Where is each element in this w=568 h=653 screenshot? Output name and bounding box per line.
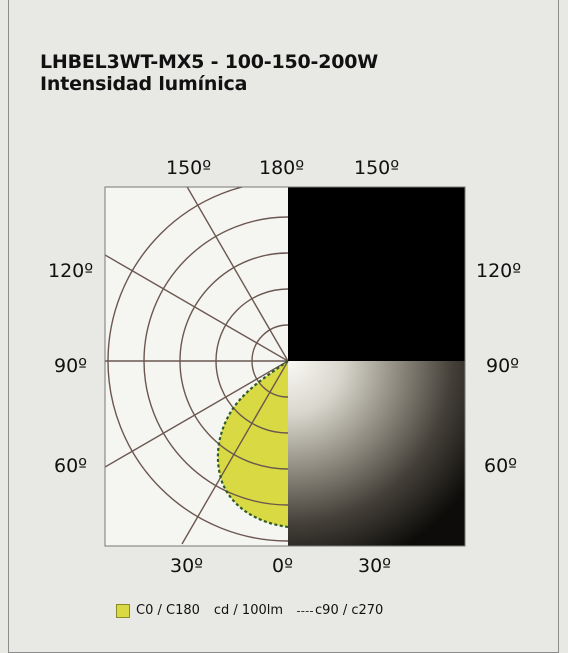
title-subtitle: Intensidad lumínica bbox=[40, 73, 248, 95]
c0-c180-curve bbox=[217, 361, 288, 527]
label-bottom-30-right: 30º bbox=[358, 555, 392, 577]
label-bottom-30-left: 30º bbox=[170, 555, 204, 577]
label-top-150-left: 150º bbox=[166, 157, 212, 179]
label-right-60: 60º bbox=[484, 455, 518, 477]
legend-c0: C0 / C180 bbox=[136, 603, 200, 618]
label-left-60: 60º bbox=[54, 455, 88, 477]
dark-upper-panel bbox=[288, 187, 465, 361]
diagram-frame bbox=[104, 186, 466, 547]
label-bottom-0: 0º bbox=[272, 555, 294, 577]
label-top-180: 180º bbox=[259, 157, 305, 179]
label-left-120: 120º bbox=[48, 260, 94, 282]
polar-grid bbox=[105, 187, 288, 545]
title-product-code: LHBEL3WT-MX5 - 100-150-200W bbox=[40, 51, 379, 73]
diagram-title: LHBEL3WT-MX5 - 100-150-200W Intensidad l… bbox=[40, 51, 378, 95]
legend: C0 / C180 cd / 100lm c90 / c270 bbox=[116, 603, 383, 618]
c0-swatch-icon bbox=[116, 603, 130, 618]
c90-c270-curve bbox=[216, 360, 289, 529]
label-right-90: 90º bbox=[486, 355, 520, 377]
light-distribution-glow bbox=[288, 361, 465, 546]
legend-units: cd / 100lm bbox=[213, 603, 284, 618]
label-right-120: 120º bbox=[476, 260, 522, 282]
dashed-line-icon bbox=[297, 611, 314, 612]
label-left-90: 90º bbox=[54, 355, 88, 377]
legend-c90: c90 / c270 bbox=[315, 603, 384, 618]
label-top-150-right: 150º bbox=[354, 157, 400, 179]
